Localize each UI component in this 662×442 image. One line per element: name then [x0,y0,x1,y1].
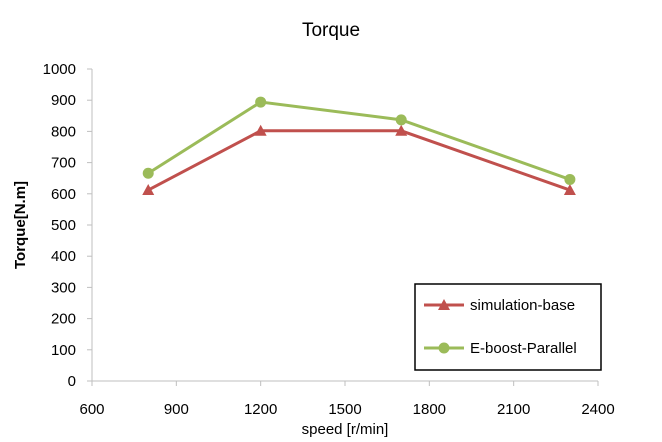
y-tick-label: 900 [51,92,76,109]
y-tick-label: 300 [51,279,76,296]
data-point [142,167,154,179]
y-axis-title: Torque[N.m] [12,181,29,269]
legend-label: simulation-base [470,297,575,314]
x-axis-title: speed [r/min] [302,421,389,438]
y-tick-label: 200 [51,311,76,328]
data-point [395,124,408,136]
legend-item: E-boost-Parallel [424,340,577,357]
series-simulation-base [142,124,576,196]
x-tick-label: 1800 [413,401,446,418]
series-group [142,96,576,196]
x-tick-label: 2400 [581,401,614,418]
legend-item: simulation-base [424,297,575,314]
legend: simulation-base E-boost-Parallel [414,283,602,371]
data-point [563,184,576,196]
y-tick-label: 700 [51,155,76,172]
y-tick-label: 0 [68,373,76,390]
y-tick-label: 800 [51,123,76,140]
legend-marker [438,342,450,354]
series-line [147,100,571,181]
legend-label: E-boost-Parallel [470,340,577,357]
plot-area: 0 100 200 300 400 500 600 700 800 900 1000 600 900 1… [43,61,615,418]
data-point [255,96,267,108]
series-line [147,129,571,192]
data-point [395,114,407,126]
data-point [564,173,576,185]
legend-box [414,283,602,371]
x-tick-label: 600 [79,401,104,418]
series-E-boost-Parallel [142,96,576,185]
y-axis-ticks: 0 100 200 300 400 500 600 700 800 900 1000 [43,61,92,390]
x-tick-label: 900 [164,401,189,418]
x-axis-ticks: 600 900 1200 1500 1800 2100 2400 [79,381,615,418]
x-tick-label: 1200 [244,401,277,418]
data-point [254,124,267,136]
y-tick-label: 100 [51,342,76,359]
x-tick-label: 2100 [497,401,530,418]
y-tick-label: 600 [51,186,76,203]
legend-marker [438,299,450,310]
data-point [142,184,155,196]
y-tick-label: 500 [51,217,76,234]
x-tick-label: 1500 [328,401,361,418]
y-tick-label: 400 [51,248,76,265]
y-tick-label: 1000 [43,61,76,78]
chart-title: Torque [302,20,360,41]
